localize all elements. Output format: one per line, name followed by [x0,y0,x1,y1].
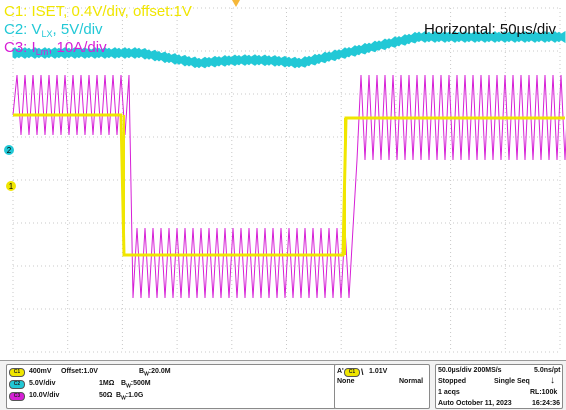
capture-time: 16:24:36 [532,400,561,407]
channel-settings-panel: C1 400mV Offset:1.0V BW:20.0M C2 5.0V/di… [6,364,336,409]
channel-1-waveform [13,113,565,257]
channel-1-marker [6,181,16,191]
channel-3-badge[interactable]: C3 [9,392,25,401]
channel-1-marker-label: 1 [9,182,14,191]
horizontal-scale-annotation: Horizontal: 50µs/div [424,21,557,38]
channel-3-bandwidth: BW:1.0G [116,392,144,402]
acquisition-panel[interactable]: 50.0µs/div 200MS/s 5.0ns/pt Stopped Sing… [435,364,563,409]
trigger-source-badge: C1 [344,368,360,377]
channel-3-impedance: 50Ω [99,392,113,399]
channel-2-impedance: 1MΩ [99,380,115,387]
channel-2-scale: 5.0V/div [29,380,56,387]
auto-label: Auto [438,400,454,407]
status-bar: C1 400mV Offset:1.0V BW:20.0M C2 5.0V/di… [0,360,566,410]
trigger-position-icon [232,0,240,7]
channel-3-waveform [12,74,566,299]
channel-1-bandwidth: BW:20.0M [139,368,171,378]
single-arrow-icon: ↓ [550,375,555,386]
timebase-rate: 50.0µs/div 200MS/s [438,367,502,374]
channel-1-scale: 400mV [29,368,52,375]
trigger-label: A' [337,368,344,375]
trigger-level: 1.01V [369,368,388,375]
timebase-resolution: 5.0ns/pt [534,367,561,374]
acquisition-state: Stopped [438,378,466,385]
channel-2-waveform [12,30,566,69]
acquisition-count: 1 acqs [438,389,460,396]
channel-2-annotation: C2: VLX, 5V/div [4,21,103,40]
record-length: RL:100k [530,389,558,396]
channel-1-badge[interactable]: C1 [9,368,25,377]
trigger-slope-icon: \ [361,367,364,377]
channel-1-offset: Offset:1.0V [61,368,98,375]
waveform-plot: 21 [4,0,566,353]
channel-2-badge[interactable]: C2 [9,380,25,389]
trigger-panel[interactable]: A' C1 \ 1.01V None Normal [334,364,430,409]
channel-2-marker-label: 2 [7,146,12,155]
channel-2-bandwidth: BW:500M [121,380,151,390]
trigger-mode: Normal [399,378,424,385]
channel-2-marker [4,145,14,155]
trigger-coupling: None [337,378,355,385]
channel-1-annotation: C1: ISET, 0.4V/div, offset:1V [4,3,192,20]
channel-3-scale: 10.0V/div [29,392,60,399]
acquisition-mode: Single Seq [494,378,530,385]
capture-date: October 11, 2023 [456,400,512,407]
channel-3-annotation: C3: ILm, 10A/div [4,39,107,58]
